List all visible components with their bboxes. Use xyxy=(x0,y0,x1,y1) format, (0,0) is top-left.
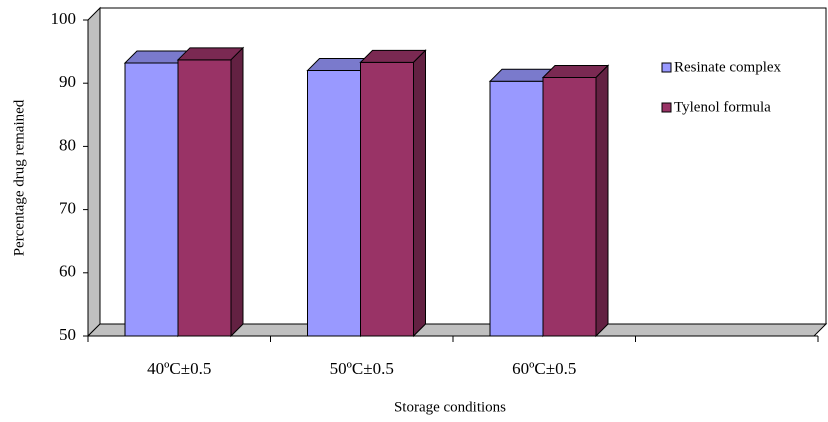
y-tick-label: 80 xyxy=(59,135,76,154)
bar-front xyxy=(177,59,232,337)
y-tick-label: 50 xyxy=(59,325,76,344)
side-wall xyxy=(87,6,101,338)
y-axis-title: Percentage drug remained xyxy=(11,99,27,256)
bar-side xyxy=(230,46,244,338)
y-tick-label: 90 xyxy=(59,72,76,91)
bar-front xyxy=(124,62,179,337)
bar-side xyxy=(413,49,426,338)
x-tick-label: 50ºC±0.5 xyxy=(330,359,394,378)
bar-front xyxy=(307,70,361,337)
legend-swatch xyxy=(661,62,672,73)
bar-front xyxy=(360,61,414,337)
x-tick-label: 40ºC±0.5 xyxy=(147,359,211,378)
legend-label: Resinate complex xyxy=(674,59,782,75)
y-tick-label: 70 xyxy=(59,199,76,218)
y-tick-label: 60 xyxy=(59,262,76,281)
bar-front xyxy=(542,77,597,337)
bar xyxy=(359,49,427,338)
bar xyxy=(176,46,245,338)
x-tick-label: 60ºC±0.5 xyxy=(512,359,576,378)
bar-side xyxy=(595,64,609,338)
y-tick-label: 100 xyxy=(51,9,77,28)
legend-label: Tylenol formula xyxy=(674,99,771,115)
bar xyxy=(541,64,610,338)
legend-swatch xyxy=(661,102,672,113)
x-axis-title: Storage conditions xyxy=(394,399,506,415)
bar-front xyxy=(489,80,544,337)
